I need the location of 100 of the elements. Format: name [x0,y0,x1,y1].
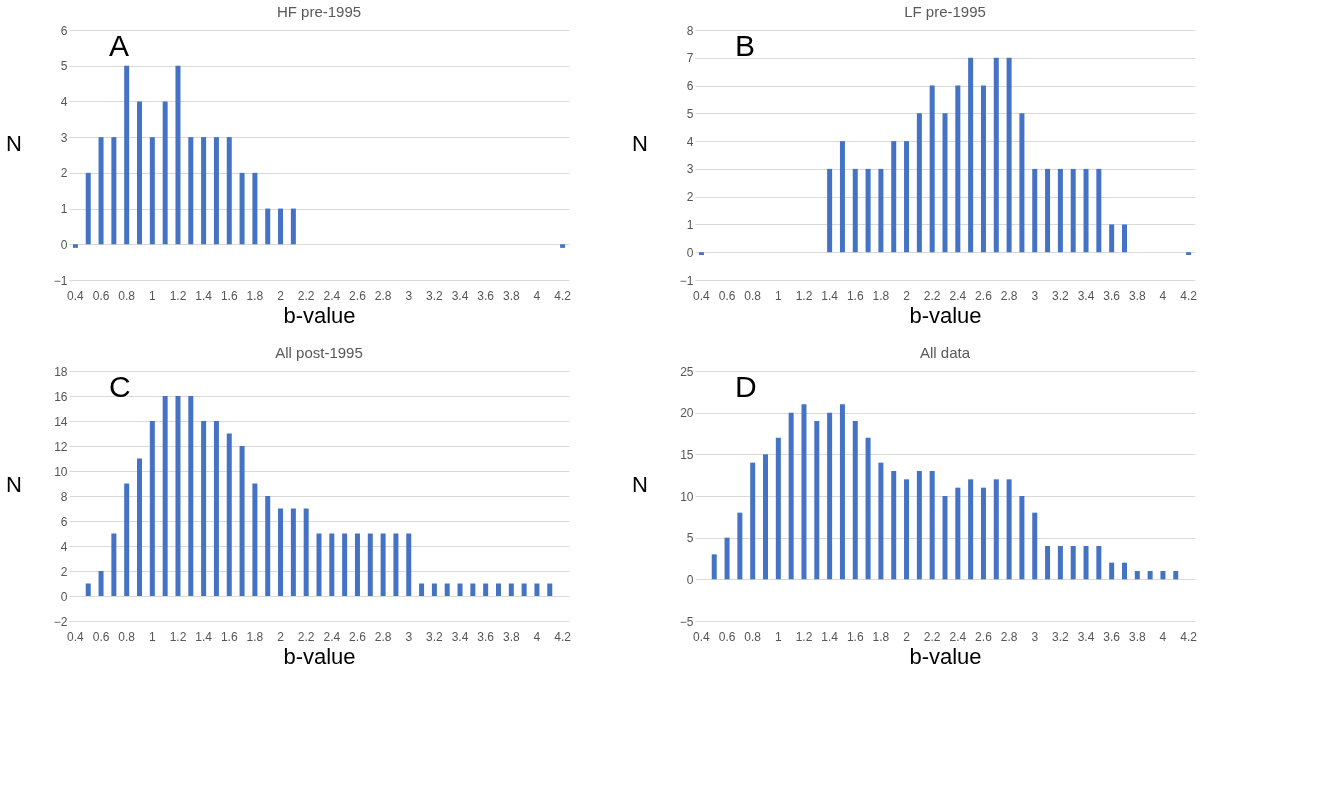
bar [1096,546,1102,580]
x-tick-label: 2.4 [949,288,967,303]
bar [788,412,794,580]
y-tick-label: 1 [686,217,694,232]
bar [711,554,717,580]
y-tick-label: 8 [60,489,68,504]
annotation: A [109,29,130,62]
bar [175,65,181,245]
bar [1109,562,1115,580]
bar [137,101,143,245]
bar [1083,168,1089,253]
bar [852,421,858,580]
bar [162,101,168,245]
x-tick-label: 1 [774,288,782,303]
bar [865,437,871,580]
bar [495,583,501,596]
x-tick-label: 1.4 [195,629,213,644]
x-tick-label: 0.6 [92,288,110,303]
x-tick-label: 2.2 [297,288,315,303]
bar [891,141,897,253]
bar [188,396,194,596]
bar [865,168,871,253]
y-tick-label: 3 [686,162,694,177]
bar [737,512,743,580]
bar [213,137,219,245]
bar [201,421,207,596]
bar [1121,224,1127,253]
x-tick-label: 0.6 [92,629,110,644]
bar [470,583,476,596]
x-tick-label: 1 [148,629,156,644]
x-tick-label: 1.6 [220,288,238,303]
bar [1006,479,1012,580]
chart-title: All post-1995 [275,344,363,361]
bar [942,113,948,253]
y-axis-title: N [5,130,22,156]
x-tick-label: 1.6 [846,288,864,303]
bar [149,421,155,596]
y-tick-label: 2 [60,166,68,181]
x-tick-label: 1.6 [220,629,238,644]
bar [698,252,704,255]
y-tick-label: 4 [60,539,68,554]
bar [547,583,553,596]
bar [1019,113,1025,253]
x-tick-label: 0.4 [67,629,85,644]
bar [85,583,91,596]
chart-title: HF pre-1995 [276,3,362,20]
bar [839,141,845,253]
x-tick-label: 3.4 [1077,629,1095,644]
x-tick-label: 4 [533,288,541,303]
bar [1019,496,1025,580]
x-tick-label: 3 [1031,629,1039,644]
bar [839,404,845,580]
x-tick-label: 3.4 [451,629,469,644]
y-tick-label: 12 [54,439,68,454]
bar [85,172,91,245]
bar [852,168,858,253]
bar [290,208,296,245]
bar [444,583,450,596]
y-tick-label: 1 [60,202,68,217]
y-tick-label: 20 [680,406,694,421]
bar [521,583,527,596]
x-tick-label: 0.4 [67,288,85,303]
y-tick-label: 0 [60,237,68,252]
bar [239,446,245,596]
annotation: B [735,29,756,62]
x-tick-label: 1.4 [195,288,213,303]
y-tick-label: 2 [686,190,694,205]
x-tick-label: 2.8 [1000,629,1018,644]
bar [188,137,194,245]
x-tick-label: 0.6 [718,288,736,303]
bar [1070,168,1076,253]
bar [827,168,833,253]
x-axis-title: b-value [909,302,982,328]
x-tick-label: 2.6 [975,288,993,303]
bar [508,583,514,596]
bar [149,137,155,245]
y-tick-label: −5 [679,614,694,629]
y-tick-label: 4 [686,134,694,149]
x-tick-label: 1.2 [795,629,813,644]
x-tick-label: 2 [903,288,911,303]
y-tick-label: 16 [54,389,68,404]
x-tick-label: 2.2 [297,629,315,644]
y-tick-label: 14 [54,414,68,429]
x-tick-label: 4.2 [1180,288,1198,303]
annotation: D [735,370,757,403]
x-tick-label: 2.8 [374,629,392,644]
x-tick-label: 0.8 [118,288,136,303]
x-tick-label: 3.2 [426,629,444,644]
y-tick-label: 6 [60,514,68,529]
bar [993,57,999,253]
y-tick-label: 6 [686,79,694,94]
x-tick-label: 3.6 [477,288,495,303]
bar [724,537,730,580]
bar [775,437,781,580]
x-tick-label: 4 [533,629,541,644]
x-tick-label: 2.6 [349,288,367,303]
x-tick-label: 3.2 [426,288,444,303]
bar [290,508,296,596]
bar [955,487,961,580]
bar [1109,224,1115,253]
